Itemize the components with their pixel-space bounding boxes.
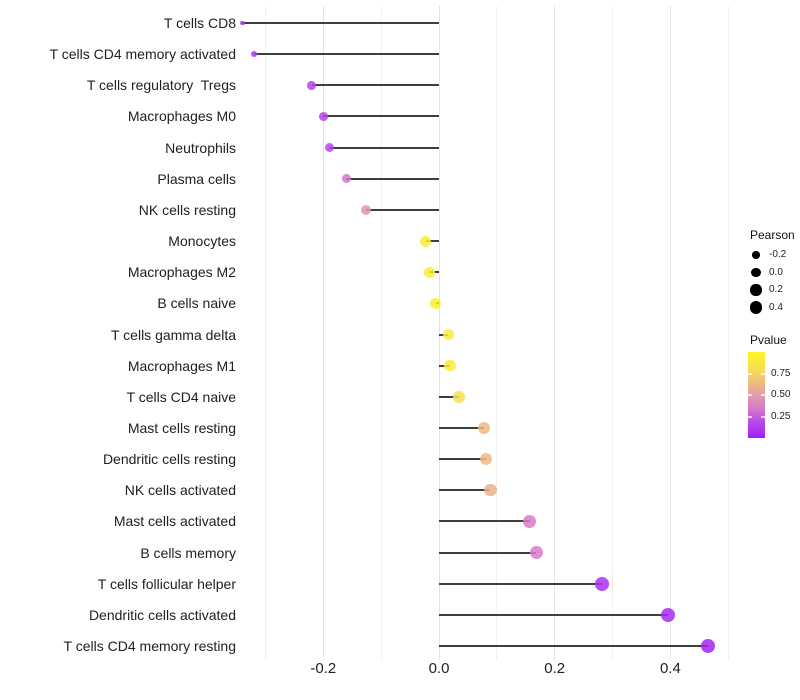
y-axis-label: T cells CD4 naive [126, 388, 236, 405]
lollipop-dot [361, 204, 372, 215]
y-axis-label: T cells CD4 memory activated [49, 46, 236, 63]
legend-pearson-label: 0.4 [769, 301, 783, 313]
y-axis-label: Mast cells resting [127, 419, 236, 436]
gridline-major [669, 6, 671, 660]
lollipop-dot [240, 20, 245, 26]
y-axis-label: T cells CD4 memory resting [63, 638, 236, 654]
legend-pearson-dot [750, 284, 762, 296]
gridline-major [322, 6, 324, 660]
legend-pearson-label: 0.0 [769, 266, 783, 278]
y-axis-label: T cells follicular helper [97, 575, 236, 592]
y-axis-label: T cells CD8 [163, 15, 236, 31]
y-axis-label: Dendritic cells resting [102, 451, 236, 468]
lollipop-dot [318, 112, 328, 121]
y-axis-label: B cells naive [157, 295, 236, 312]
lollipop-stem [366, 208, 439, 211]
lollipop-stem [329, 146, 439, 149]
lollipop-dot [595, 576, 609, 591]
legend-pearson-dot [751, 267, 761, 278]
lollipop-dot [442, 328, 454, 341]
gridline-minor [264, 6, 266, 660]
y-axis-label: NK cells resting [138, 201, 236, 218]
lollipop-stem [439, 489, 491, 492]
pvalue-bar-tick [761, 394, 765, 396]
legend-pearson-title: Pearson [750, 228, 795, 242]
lollipop-stem [439, 458, 487, 461]
y-axis-label: Dendritic cells activated [88, 606, 236, 623]
x-axis-tick-label: -0.2 [310, 660, 337, 677]
legend-pvalue-title: Pvalue [750, 333, 787, 347]
x-axis-tick-label: 0.2 [544, 660, 566, 677]
lollipop-stem [439, 426, 485, 429]
lollipop-dot [480, 453, 493, 466]
lollipop-stem [439, 551, 537, 554]
lollipop-dot [250, 51, 257, 58]
legend-pvalue-label: 0.50 [771, 389, 791, 400]
lollipop-dot [660, 607, 676, 623]
lollipop-stem [439, 645, 708, 647]
pvalue-bar-tick [761, 415, 765, 418]
lollipop-dot [700, 638, 716, 654]
lollipop-dot [341, 174, 352, 184]
gridline-minor [612, 6, 614, 660]
y-axis-label: Macrophages M2 [127, 264, 236, 281]
legend-pvalue-label: 0.75 [771, 367, 791, 379]
lollipop-stem [425, 240, 439, 243]
y-axis-label: NK cells activated [124, 482, 236, 499]
y-axis-label: Monocytes [168, 233, 236, 250]
lollipop-stem [323, 115, 439, 118]
lollipop-dot [444, 359, 456, 372]
lollipop-dot [423, 266, 435, 278]
y-axis-label: Neutrophils [165, 139, 236, 156]
lollipop-dot [429, 297, 442, 309]
lollipop-stem [439, 395, 460, 398]
legend-pearson-dot [752, 251, 760, 259]
y-axis-label: Macrophages M0 [127, 108, 236, 125]
lollipop-dot [307, 81, 316, 90]
pvalue-bar-tick [748, 415, 752, 418]
gridline-minor [380, 6, 382, 660]
x-axis-tick-label: 0.0 [428, 660, 450, 677]
lollipop-dot [523, 515, 537, 528]
gridline-major [438, 6, 440, 660]
gridline-major [554, 6, 556, 660]
y-axis-label: B cells memory [140, 544, 236, 561]
lollipop-dot [453, 390, 466, 403]
pvalue-bar-tick [748, 372, 752, 375]
x-axis-tick-label: 0.4 [659, 660, 681, 677]
lollipop-dot [324, 143, 334, 153]
lollipop-stem [346, 177, 439, 180]
pvalue-gradient-bar [748, 352, 765, 438]
y-axis-label: T cells regulatory Tregs [86, 77, 236, 94]
lollipop-stem [242, 22, 439, 24]
lollipop-stem [439, 582, 603, 585]
legend-pvalue-label: 0.25 [771, 410, 791, 422]
y-axis-label: Mast cells activated [113, 513, 236, 530]
lollipop-dot [420, 235, 432, 247]
lollipop-dot [484, 484, 497, 497]
lollipop-stem [311, 84, 439, 87]
y-axis-label: T cells gamma delta [110, 326, 236, 343]
lollipop-stem [439, 613, 669, 616]
lollipop-dot [529, 546, 543, 559]
lollipop-dot [478, 421, 491, 434]
gridline-minor [727, 6, 729, 660]
y-axis-label: Plasma cells [157, 170, 236, 187]
pvalue-bar-tick [761, 372, 765, 375]
legend-pearson-label: -0.2 [769, 249, 787, 260]
pvalue-bar-tick [748, 394, 752, 396]
gridline-minor [496, 6, 498, 660]
y-axis-label: Macrophages M1 [127, 357, 236, 374]
legend-pearson-dot [749, 301, 763, 314]
lollipop-stem [439, 520, 530, 523]
lollipop-stem [253, 53, 439, 56]
legend-pearson-label: 0.2 [769, 284, 783, 295]
